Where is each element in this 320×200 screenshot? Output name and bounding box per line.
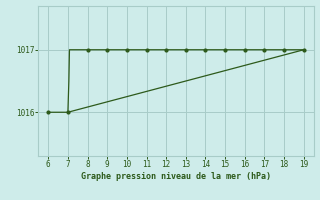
X-axis label: Graphe pression niveau de la mer (hPa): Graphe pression niveau de la mer (hPa) (81, 172, 271, 181)
